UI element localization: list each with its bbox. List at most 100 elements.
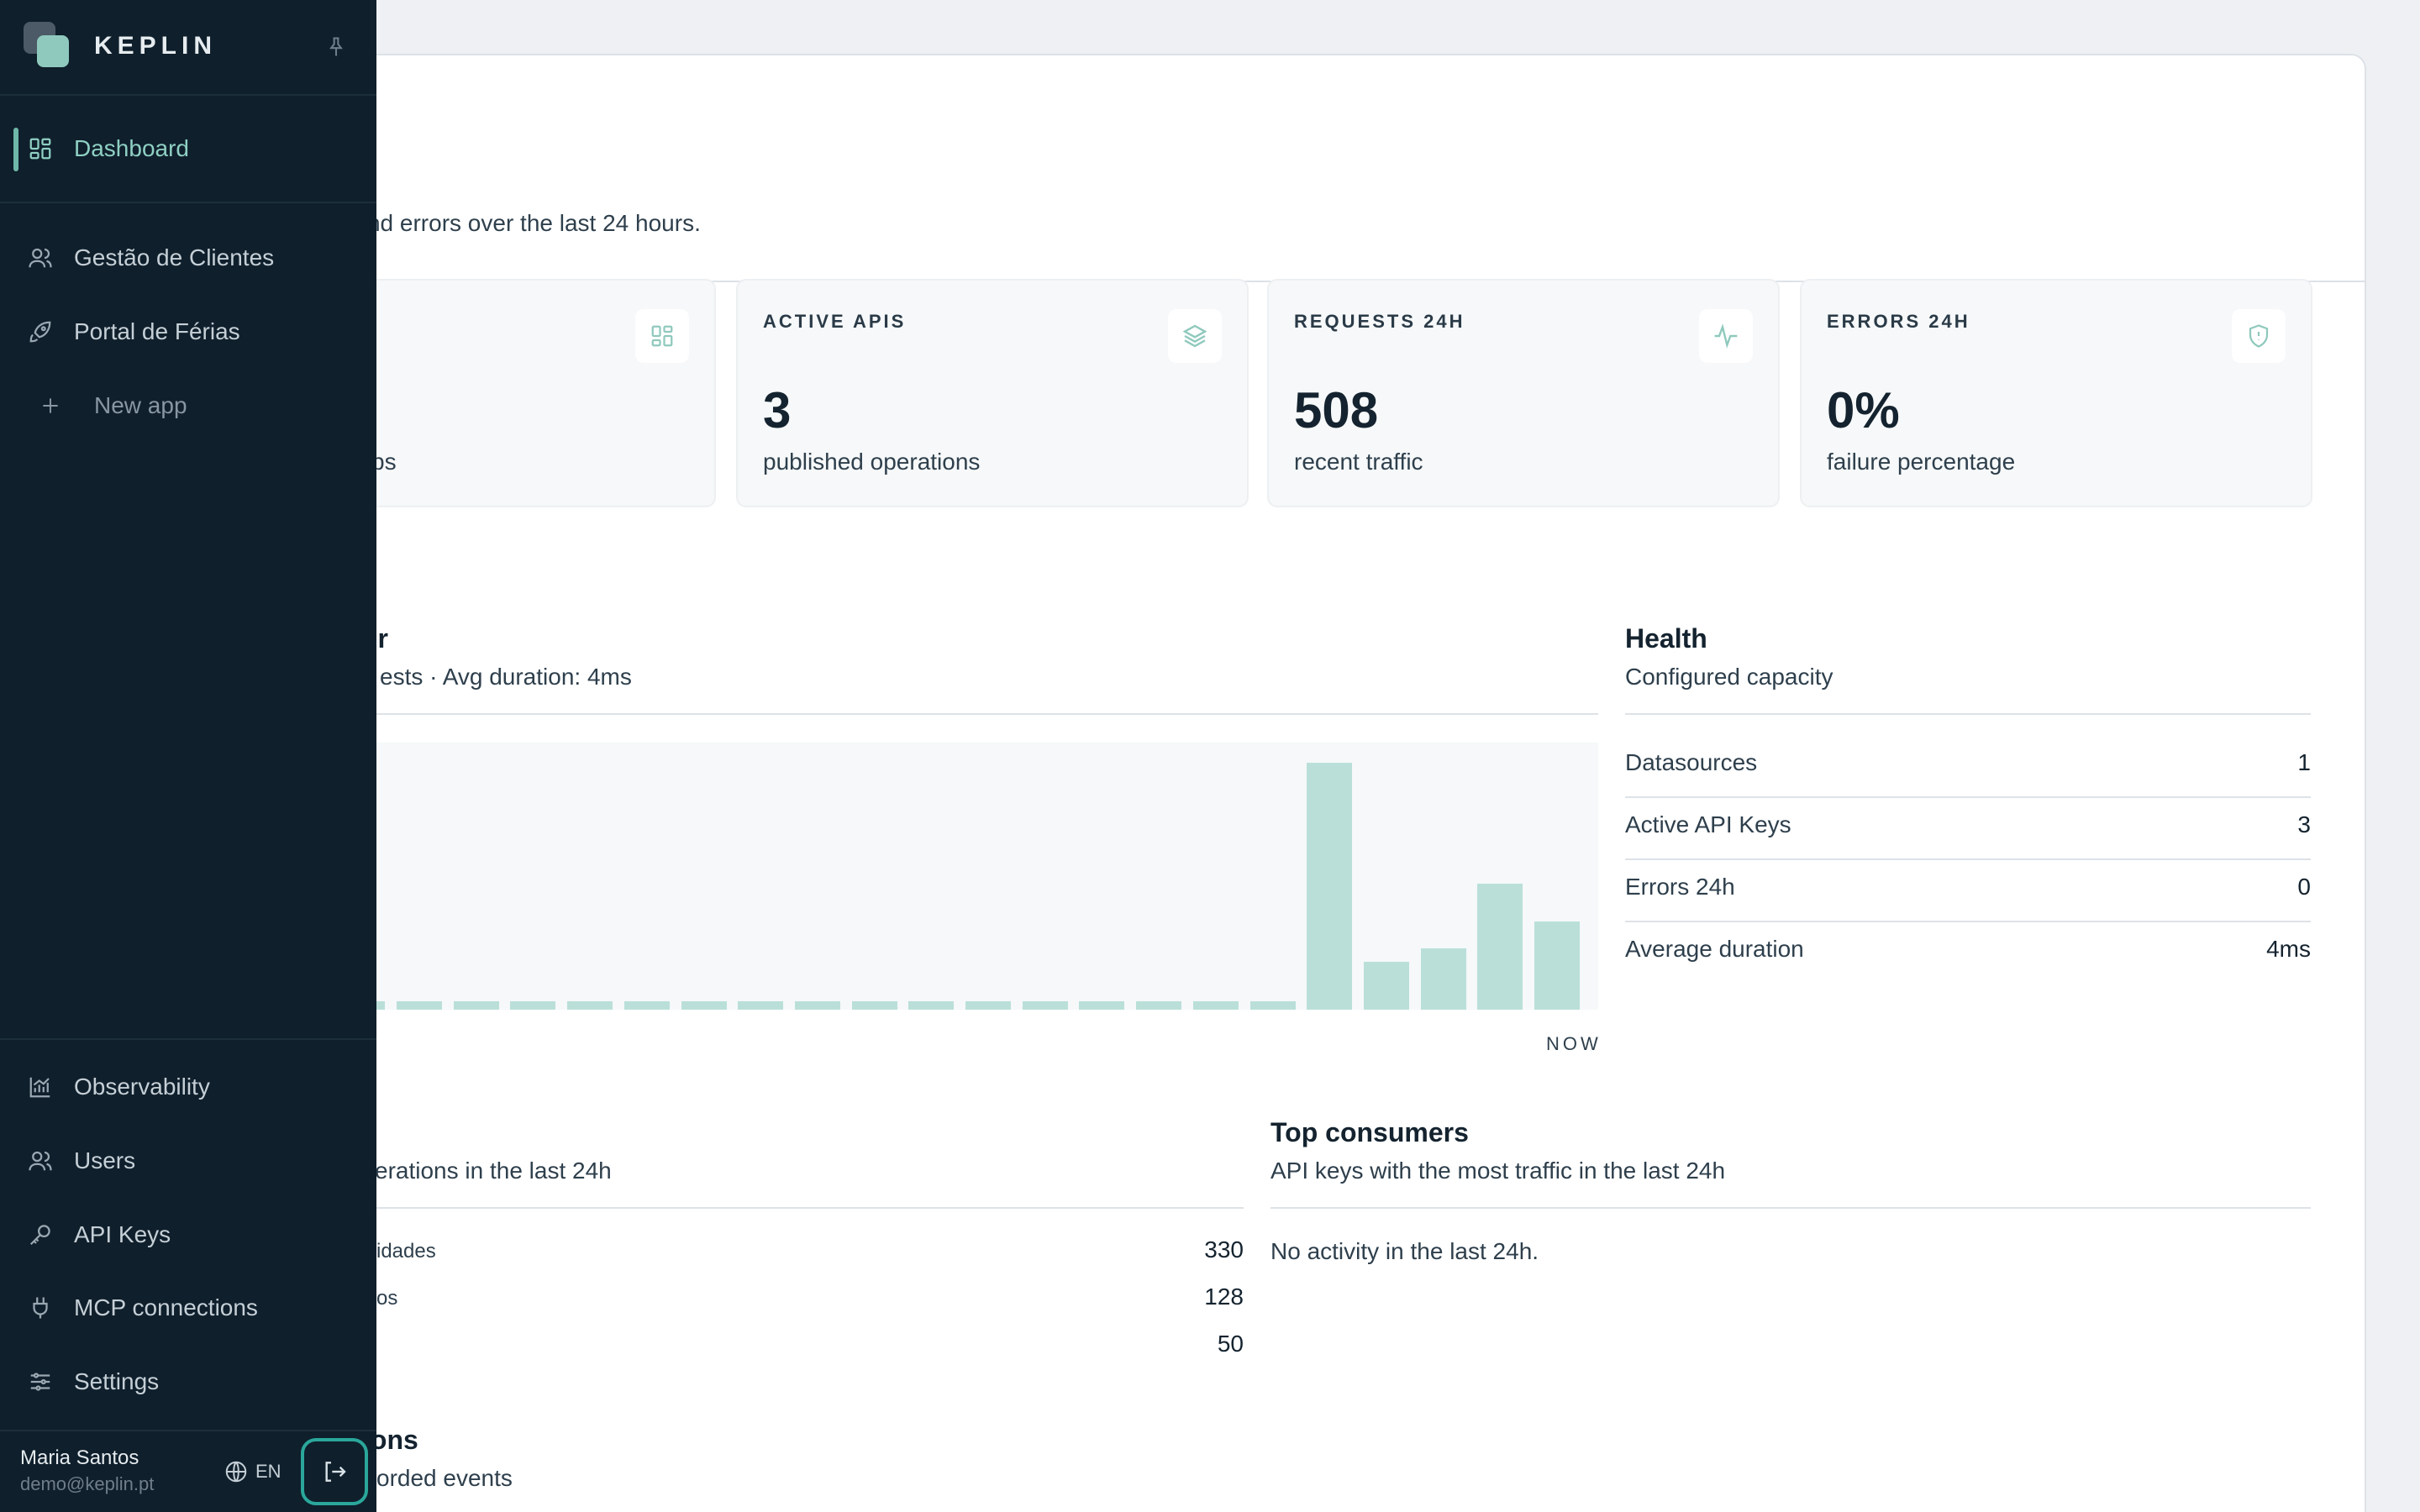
grid-icon <box>635 309 689 363</box>
stat-value: 3 <box>763 382 792 438</box>
health-row-avg-duration: Average duration 4ms <box>1625 922 2311 984</box>
sidebar-item-label: Gestão de Clientes <box>74 244 275 270</box>
events-subtitle: orded events <box>376 1465 513 1491</box>
traffic-bar <box>623 1001 670 1010</box>
health-label: Errors 24h <box>1625 874 1735 900</box>
plug-icon <box>27 1294 54 1321</box>
new-app-button[interactable]: New app <box>0 376 376 435</box>
operation-name: idades <box>376 1240 436 1263</box>
language-switcher[interactable]: EN <box>224 1457 281 1487</box>
sidebar-item-label: Portal de Férias <box>74 318 240 344</box>
grid-icon <box>27 135 54 162</box>
traffic-bar <box>1307 763 1353 1010</box>
divider <box>1270 1207 2311 1209</box>
key-icon <box>27 1221 54 1248</box>
operation-row: os 128 <box>0 1278 1244 1320</box>
traffic-bar <box>1249 1001 1296 1010</box>
pin-icon[interactable] <box>319 30 353 64</box>
stat-card-errors: ERRORS 24H 0% failure percentage <box>1800 279 2312 507</box>
logout-button[interactable] <box>301 1438 368 1505</box>
users-icon <box>27 1147 54 1174</box>
traffic-bar <box>1420 948 1466 1010</box>
health-value: 3 <box>2297 811 2311 837</box>
traffic-subtitle: ests · Avg duration: 4ms <box>380 664 632 690</box>
chart-icon <box>27 1074 54 1100</box>
traffic-bar <box>1022 1001 1068 1010</box>
sidebar-item-label: API Keys <box>74 1221 171 1247</box>
health-row-api-keys: Active API Keys 3 <box>1625 798 2311 860</box>
operation-count: 50 <box>1217 1331 1244 1357</box>
stat-caption: failure percentage <box>1827 449 2016 475</box>
brand-name: KEPLIN <box>94 32 218 60</box>
traffic-bar <box>1192 1001 1239 1010</box>
traffic-bar <box>1477 884 1523 1010</box>
user-name: Maria Santos <box>20 1446 139 1469</box>
traffic-bar <box>1363 961 1409 1010</box>
chart-now-label: NOW <box>1546 1033 1602 1054</box>
health-subtitle: Configured capacity <box>1625 664 1833 690</box>
active-indicator <box>13 128 18 171</box>
sidebar-item-label: Dashboard <box>74 135 189 161</box>
brand: KEPLIN <box>24 22 353 72</box>
sidebar-item-mcp-connections[interactable]: MCP connections <box>0 1278 376 1337</box>
sidebar-item-label: Observability <box>74 1074 210 1100</box>
divider <box>1625 713 2311 715</box>
health-value: 1 <box>2297 749 2311 775</box>
sidebar-item-users[interactable]: Users <box>0 1131 376 1190</box>
language-label: EN <box>255 1461 281 1482</box>
layers-icon <box>1168 309 1222 363</box>
sidebar-item-dashboard[interactable]: Dashboard <box>0 119 376 178</box>
operation-row: 50 <box>0 1326 1244 1368</box>
traffic-bar <box>567 1001 613 1010</box>
traffic-bar <box>908 1001 955 1010</box>
user-email: demo@keplin.pt <box>20 1473 155 1494</box>
traffic-bar <box>510 1001 556 1010</box>
sidebar-item-api-keys[interactable]: API Keys <box>0 1205 376 1264</box>
rocket-icon <box>27 318 54 345</box>
stat-value: 508 <box>1294 382 1379 438</box>
sidebar-item-label: Settings <box>74 1368 160 1394</box>
logout-icon <box>321 1458 348 1485</box>
operations-subtitle: erations in the last 24h <box>375 1158 612 1184</box>
activity-icon <box>1699 309 1753 363</box>
operation-name: os <box>376 1287 398 1310</box>
stat-caption: published operations <box>763 449 981 475</box>
traffic-bar <box>453 1001 499 1010</box>
sidebar: KEPLIN Dashboard Gestão de Clientes Port… <box>0 0 376 1512</box>
health-value: 4ms <box>2266 936 2311 962</box>
brand-logo <box>24 22 72 71</box>
operation-count: 128 <box>1204 1284 1244 1310</box>
stat-card-active-apis: ACTIVE APIS 3 published operations <box>736 279 1249 507</box>
traffic-bar <box>1079 1001 1125 1010</box>
new-app-label: New app <box>94 392 187 418</box>
stat-label: ACTIVE APIS <box>763 311 907 332</box>
stat-caption: recent traffic <box>1294 449 1423 475</box>
divider <box>0 202 376 203</box>
stat-label: REQUESTS 24H <box>1294 311 1465 332</box>
user-profile[interactable]: Maria Santos demo@keplin.pt <box>20 1446 188 1495</box>
health-row-errors: Errors 24h 0 <box>1625 860 2311 922</box>
stat-card-requests: REQUESTS 24H 508 recent traffic <box>1267 279 1780 507</box>
health-title: Health <box>1625 623 1707 654</box>
consumers-title: Top consumers <box>1270 1117 1469 1147</box>
traffic-bar <box>681 1001 727 1010</box>
traffic-bar <box>794 1001 840 1010</box>
stat-value: 0% <box>1827 382 1900 438</box>
sidebar-item-observability[interactable]: Observability <box>0 1058 376 1116</box>
divider <box>0 1430 376 1431</box>
globe-icon <box>224 1459 249 1484</box>
sidebar-item-settings[interactable]: Settings <box>0 1352 376 1411</box>
sidebar-item-portal-de-ferias[interactable]: Portal de Férias <box>0 302 376 361</box>
health-value: 0 <box>2297 874 2311 900</box>
operation-row: idades 330 <box>0 1231 1244 1273</box>
traffic-bar <box>1534 921 1580 1010</box>
divider <box>0 713 1598 715</box>
sliders-icon <box>27 1368 54 1395</box>
sidebar-item-label: Users <box>74 1147 136 1173</box>
sidebar-item-gestao-de-clientes[interactable]: Gestão de Clientes <box>0 228 376 287</box>
divider <box>0 94 376 96</box>
divider <box>0 1207 1244 1209</box>
users-icon <box>27 244 54 271</box>
plus-icon <box>37 392 64 419</box>
sidebar-item-label: MCP connections <box>74 1294 258 1320</box>
